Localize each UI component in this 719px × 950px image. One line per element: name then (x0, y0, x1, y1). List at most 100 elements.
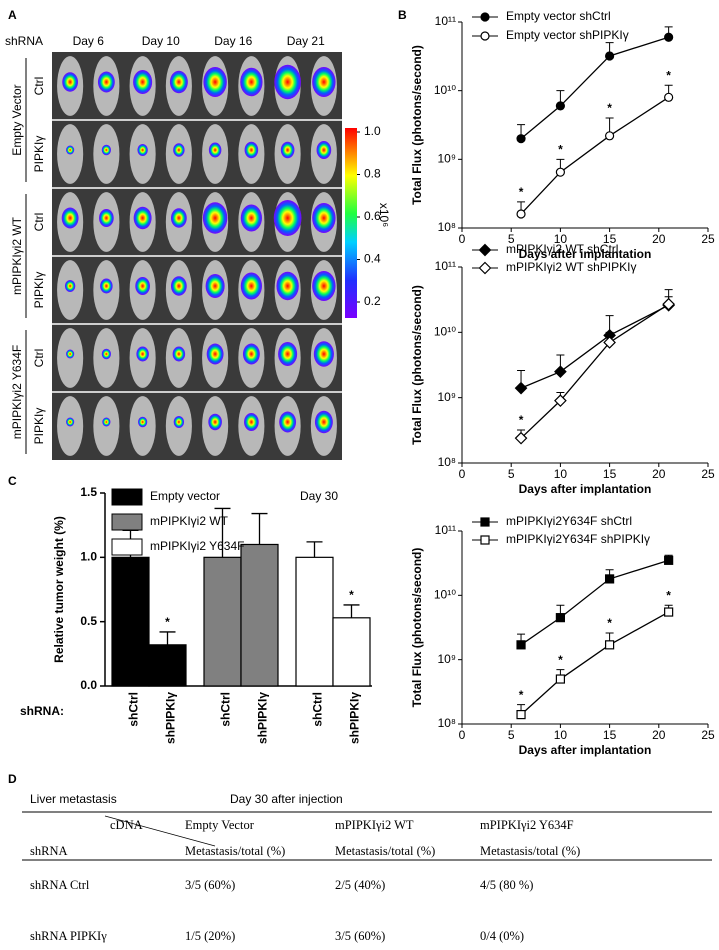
table-diagonal (104, 815, 216, 847)
legend-label: mPIPKIγi2 WT (150, 514, 229, 528)
marker (480, 535, 490, 545)
signal (278, 342, 298, 366)
panel-label: A (8, 8, 17, 22)
y-tick-label: 0.0 (80, 678, 97, 692)
group-label: mPIPKIγi2 WT (10, 216, 24, 295)
x-tick-label: shCtrl (311, 692, 325, 727)
table-cell: 3/5 (60%) (335, 929, 385, 943)
y-tick-label: 10⁸ (438, 455, 456, 469)
marker (664, 32, 674, 42)
signal (136, 346, 149, 362)
signal (316, 141, 332, 159)
y-tick-label: 1.5 (80, 485, 97, 499)
table-cell: 3/5 (60%) (185, 878, 235, 892)
signal (66, 349, 75, 359)
bar (111, 556, 150, 687)
signal (276, 271, 299, 301)
marker (554, 365, 567, 379)
legend-label: mPIPKIγi2Y634F shCtrl (506, 514, 632, 528)
row-label: Ctrl (32, 213, 46, 232)
legend-swatch (111, 538, 143, 556)
significance: * (607, 101, 612, 115)
signal (66, 145, 75, 155)
legend-label: mPIPKIγi2Y634F shPIPKIγ (506, 532, 650, 546)
significance: * (558, 653, 563, 667)
x-axis-label: Days after implantation (519, 247, 652, 261)
signal (312, 67, 336, 97)
marker (664, 555, 674, 565)
signal (66, 417, 75, 427)
x-tick-label: 5 (508, 728, 515, 742)
x-tick-label: 20 (652, 728, 666, 742)
row-header: shRNA (5, 34, 43, 48)
signal (244, 141, 259, 159)
signal (133, 206, 152, 230)
significance: * (666, 68, 671, 82)
signal (170, 208, 187, 228)
colorbar-tick-label: 0.8 (364, 167, 381, 181)
signal (208, 413, 222, 431)
marker (664, 607, 674, 617)
x-tick-label: 5 (508, 232, 515, 246)
marker (478, 243, 492, 257)
marker (480, 12, 490, 22)
series-line (520, 36, 669, 140)
signal (203, 67, 227, 97)
row-label: PIPKIγ (32, 408, 46, 445)
x-tick-label: 10 (554, 728, 568, 742)
x-tick-label: 0 (459, 467, 466, 481)
column-header: mPIPKIγi2 WT (335, 818, 414, 832)
panel-label: B (398, 8, 407, 22)
x-tick-label: 10 (554, 467, 568, 481)
panel-label: C (8, 474, 17, 488)
row-label: PIPKIγ (32, 272, 46, 309)
legend-label: mPIPKIγi2 Y634F (150, 539, 245, 553)
x-tick-label: 20 (652, 232, 666, 246)
marker (662, 297, 675, 311)
signal (173, 416, 185, 428)
x-tick-label: 25 (701, 467, 715, 481)
x-tick-label: 15 (603, 467, 617, 481)
x-tick-label: 25 (701, 232, 715, 246)
table-cell: 4/5 (80 %) (480, 878, 533, 892)
x-tick-label: shPIPKIγ (164, 692, 178, 744)
marker (555, 101, 566, 111)
column-subheader: Metastasis/total (%) (480, 844, 580, 858)
signal (137, 144, 148, 156)
marker (555, 613, 566, 623)
signal (206, 343, 224, 365)
x-tick-label: shPIPKIγ (256, 692, 270, 744)
signal (64, 280, 76, 292)
panel-label: D (8, 772, 17, 786)
x-tick-label: 10 (554, 232, 568, 246)
x-tick-label: 20 (652, 467, 666, 481)
signal (280, 141, 295, 159)
series-line (520, 96, 669, 215)
signal (133, 70, 153, 94)
marker (604, 574, 615, 584)
day-label: Day 16 (214, 34, 252, 48)
error-bar (159, 631, 176, 645)
signal (137, 416, 148, 428)
signal (274, 64, 301, 100)
colorbar-tick-label: 0.4 (364, 252, 381, 266)
error-bar (343, 604, 360, 618)
x-axis-label: shRNA: (20, 704, 64, 718)
marker (478, 261, 492, 275)
colorbar-tick-label: 0.2 (364, 294, 381, 308)
signal (312, 203, 336, 233)
marker (514, 381, 528, 395)
corner-row-label: shRNA (30, 844, 68, 858)
column-subheader: Metastasis/total (%) (185, 844, 285, 858)
y-tick-label: 10⁹ (438, 152, 457, 166)
table-subtitle: Day 30 after injection (230, 792, 343, 806)
signal (61, 207, 79, 229)
y-tick-label: 1.0 (80, 550, 97, 564)
series-line (520, 611, 669, 716)
row-label: PIPKIγ (32, 136, 46, 173)
signal (205, 274, 225, 298)
bar (240, 543, 279, 687)
row-header: shRNA Ctrl (30, 878, 90, 892)
